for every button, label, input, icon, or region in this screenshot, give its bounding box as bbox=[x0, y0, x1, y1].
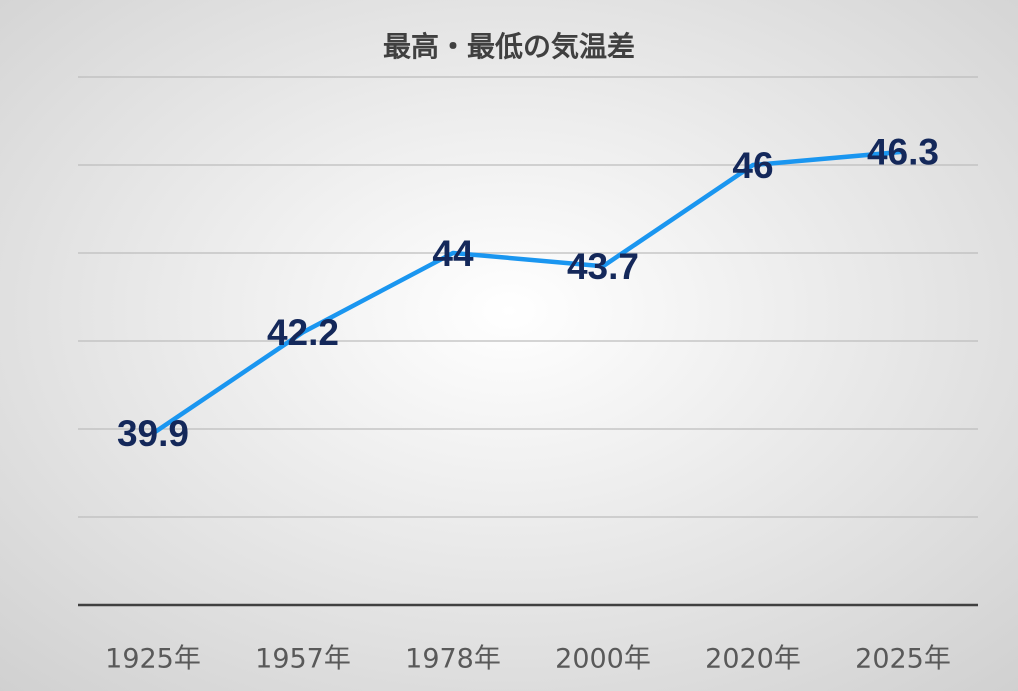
chart-title: 最高・最低の気温差 bbox=[383, 30, 635, 63]
data-label: 39.9 bbox=[117, 413, 189, 454]
x-tick-label: 1925年 bbox=[105, 644, 201, 675]
x-tick-label: 1957年 bbox=[255, 644, 351, 675]
data-label: 43.7 bbox=[567, 246, 639, 287]
data-label: 44 bbox=[432, 233, 474, 274]
data-line bbox=[151, 149, 904, 436]
x-tick-label: 2020年 bbox=[705, 644, 801, 675]
data-label: 46.3 bbox=[867, 132, 939, 173]
data-label: 46 bbox=[732, 145, 773, 186]
x-tick-label: 2025年 bbox=[855, 644, 951, 675]
x-tick-label: 2000年 bbox=[555, 644, 651, 675]
x-tick-label: 1978年 bbox=[405, 644, 501, 675]
data-label: 42.2 bbox=[267, 312, 339, 353]
